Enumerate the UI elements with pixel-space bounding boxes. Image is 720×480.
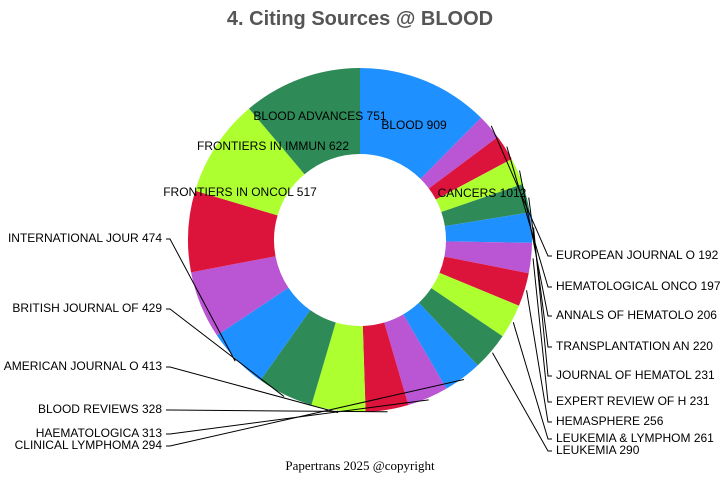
leader-line-5 (533, 227, 552, 377)
donut-slice-18 (195, 108, 305, 216)
slice-label-14: BRITISH JOURNAL OF 429 (12, 301, 162, 315)
donut-slice-11 (384, 314, 447, 406)
donut-slice-2 (428, 136, 512, 200)
leader-line-1 (490, 125, 552, 257)
donut-slice-0 (360, 68, 482, 179)
slice-label-2: HEMATOLOGICAL ONCO 197 (556, 279, 720, 293)
slice-label-18: BLOOD ADVANCES 751 (253, 109, 386, 123)
copyright-footer: Papertrans 2025 @copyright (285, 458, 435, 473)
slice-label-6: EXPERT REVIEW OF H 231 (556, 394, 710, 408)
donut-slice-9 (418, 288, 503, 366)
label-leader-lines (166, 125, 552, 452)
slice-label-15: INTERNATIONAL JOUR 474 (8, 231, 162, 245)
leader-line-2 (506, 146, 552, 288)
leader-line-9 (492, 352, 552, 452)
leader-line-14 (166, 308, 285, 397)
donut-slice-13 (311, 322, 366, 412)
slice-label-7: HEMASPHERE 256 (556, 414, 664, 428)
slice-label-13: AMERICAN JOURNAL O 413 (4, 359, 163, 373)
donut-slice-7 (439, 256, 529, 306)
slice-label-17: FRONTIERS IN IMMUN 622 (197, 139, 349, 153)
leader-line-7 (526, 290, 552, 423)
leader-line-6 (532, 258, 552, 403)
donut-slice-4 (441, 184, 530, 227)
donut-slice-12 (362, 322, 409, 412)
donut-slice-6 (444, 241, 532, 274)
donut-slices (188, 68, 533, 412)
slice-label-11: HAEMATOLOGICA 313 (36, 426, 163, 440)
slice-label-5: JOURNAL OF HEMATOL 231 (556, 368, 715, 382)
slice-label-1: EUROPEAN JOURNAL O 192 (556, 248, 719, 262)
slice-label-8: LEUKEMIA & LYMPHOM 261 (556, 431, 714, 445)
slice-labels: CANCERS 1012 EUROPEAN JOURNAL O 192 HEMATO… (4, 109, 720, 457)
slice-label-3: ANNALS OF HEMATOLO 206 (556, 308, 717, 322)
donut-slice-8 (431, 272, 519, 337)
leader-line-3 (519, 170, 552, 317)
chart-title: 4. Citing Sources @ BLOOD (227, 8, 493, 30)
donut-slice-10 (403, 302, 478, 389)
slice-label-19: BLOOD 909 (381, 118, 447, 132)
donut-slice-16 (191, 256, 289, 336)
donut-slice-19 (249, 68, 360, 175)
slice-label-10: CLINICAL LYMPHOMA 294 (15, 438, 163, 452)
donut-slice-1 (420, 117, 498, 189)
leader-line-11 (166, 399, 429, 435)
slice-label-9: LEUKEMIA 290 (556, 443, 640, 457)
slice-label-4: TRANSPLANTATION AN 220 (556, 339, 713, 353)
slice-label-16: FRONTIERS IN ONCOL 517 (163, 185, 317, 199)
leader-line-10 (166, 379, 465, 447)
donut-slice-3 (435, 159, 523, 213)
donut-slice-5 (444, 212, 533, 243)
donut-slice-14 (260, 310, 336, 406)
slice-label-12: BLOOD REVIEWS 328 (38, 402, 162, 416)
leader-line-13 (166, 366, 339, 414)
leader-line-15 (166, 238, 236, 362)
leader-line-8 (512, 322, 552, 440)
leader-line-12 (166, 409, 388, 413)
donut-slice-17 (188, 190, 278, 273)
donut-slice-15 (216, 287, 311, 381)
slice-label-0: CANCERS 1012 (438, 186, 527, 200)
